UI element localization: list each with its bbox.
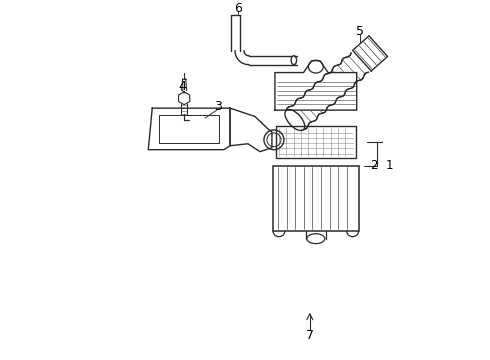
- Text: 4: 4: [178, 80, 186, 93]
- Bar: [273, 166, 359, 231]
- Polygon shape: [230, 108, 272, 152]
- Text: 6: 6: [234, 2, 242, 15]
- Ellipse shape: [267, 133, 281, 147]
- Ellipse shape: [307, 234, 325, 244]
- Bar: [159, 115, 219, 143]
- Ellipse shape: [285, 109, 305, 131]
- Polygon shape: [148, 108, 230, 150]
- Text: 2: 2: [370, 159, 377, 172]
- Bar: [273, 166, 359, 231]
- Polygon shape: [275, 61, 357, 110]
- Bar: [159, 115, 219, 143]
- Bar: [276, 126, 356, 158]
- Polygon shape: [178, 92, 190, 105]
- Ellipse shape: [264, 130, 284, 150]
- Polygon shape: [353, 36, 388, 71]
- Text: 1: 1: [386, 159, 393, 172]
- Ellipse shape: [291, 56, 296, 65]
- Text: 3: 3: [214, 100, 222, 113]
- Bar: [276, 126, 356, 158]
- Text: 7: 7: [306, 329, 314, 342]
- Text: 5: 5: [356, 24, 364, 37]
- Ellipse shape: [308, 60, 323, 73]
- Polygon shape: [286, 53, 368, 130]
